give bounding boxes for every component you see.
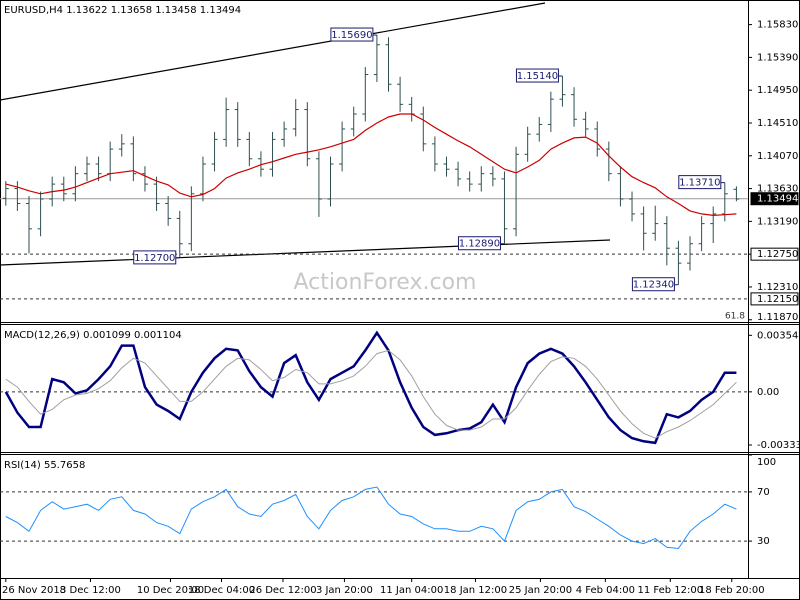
- annotation-box: [515, 68, 559, 83]
- annotation-box: [678, 175, 722, 190]
- y-tick-label: 0.003544: [757, 330, 800, 341]
- annotation-label: 1.12700: [134, 253, 175, 264]
- annotation-label: 1.15690: [331, 30, 372, 41]
- x-tick-label: 10 Dec 20:00: [137, 585, 204, 596]
- annotation-label: 1.12890: [459, 239, 500, 250]
- moving-average: [5, 113, 737, 217]
- x-tick-label: 26 Nov 2018: [2, 585, 66, 596]
- y-tick-label: 1.13630: [757, 184, 798, 195]
- trend-line: [0, 2, 546, 101]
- y-tick-label: 1.11870: [757, 312, 798, 323]
- trend-line: [0, 239, 611, 266]
- annotation-box: [631, 277, 675, 292]
- y-tick-label: 70: [757, 487, 770, 498]
- y-tick-label: 30: [757, 536, 770, 547]
- annotation-box: [133, 250, 177, 265]
- annotation-box: [330, 27, 374, 42]
- panel-title: EURUSD,H4 1.13622 1.13658 1.13458 1.1349…: [4, 5, 241, 16]
- x-tick-label: 11 Jan 04:00: [380, 585, 443, 596]
- x-tick-label: 3 Jan 20:00: [316, 585, 373, 596]
- series-line: [5, 486, 737, 550]
- x-tick-label: 18 Jan 12:00: [444, 585, 507, 596]
- y-tick-label: 1.13190: [757, 216, 798, 227]
- x-tick-label: 3 Dec 12:00: [60, 585, 121, 596]
- x-tick-label: 11 Feb 12:00: [637, 585, 703, 596]
- level-box: [750, 247, 799, 261]
- x-tick-label: 26 Dec 12:00: [249, 585, 316, 596]
- y-tick-label: -0.003331: [757, 440, 800, 451]
- annotation-label: 1.15140: [517, 71, 558, 82]
- level-label: 1.12750: [757, 249, 798, 260]
- panel-title: RSI(14) 55.7658: [4, 460, 85, 471]
- x-tick-label: 25 Jan 20:00: [509, 585, 572, 596]
- panel-title: MACD(12,26,9) 0.001099 0.001104: [4, 330, 182, 341]
- series-line: [4, 330, 737, 445]
- x-tick-label: 18 Feb 20:00: [699, 585, 765, 596]
- fib-label: 61.8: [725, 312, 745, 322]
- level-label: 1.13494: [757, 194, 798, 205]
- y-tick-label: 1.15830: [757, 20, 798, 31]
- x-tick-label: 4 Feb 04:00: [576, 585, 635, 596]
- y-tick-label: 1.14070: [757, 151, 798, 162]
- level-label: 1.12150: [757, 294, 798, 305]
- y-tick-label: 0.00: [757, 387, 779, 398]
- x-tick-label: 18 Dec 04:00: [188, 585, 255, 596]
- annotation-box: [457, 236, 501, 251]
- y-tick-label: 100: [757, 457, 776, 468]
- y-tick-label: 1.14510: [757, 118, 798, 129]
- y-tick-label: 1.15390: [757, 52, 798, 63]
- level-box: [750, 292, 799, 306]
- series-line: [5, 349, 737, 439]
- y-tick-label: 1.12310: [757, 282, 798, 293]
- level-box: [750, 192, 799, 206]
- watermark: ActionForex.com: [294, 270, 477, 295]
- annotation-label: 1.13710: [679, 178, 720, 189]
- annotation-label: 1.12340: [633, 280, 674, 291]
- y-tick-label: 1.14950: [757, 85, 798, 96]
